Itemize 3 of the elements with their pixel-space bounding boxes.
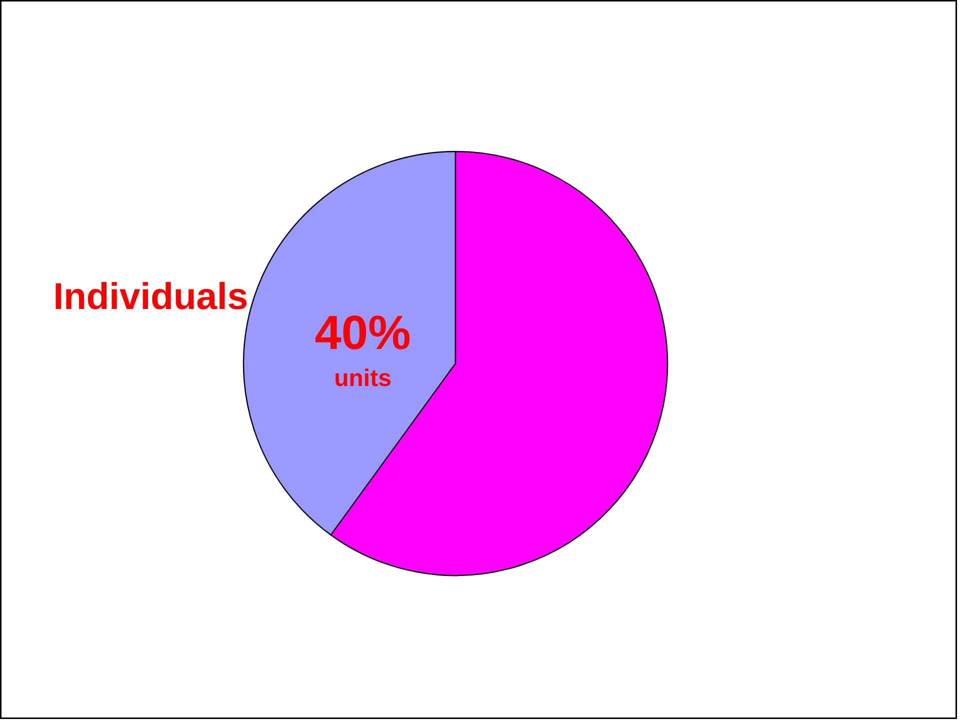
slice-label: Individuals <box>53 275 248 318</box>
text: units <box>334 364 392 392</box>
data-label: 40% <box>314 306 411 360</box>
